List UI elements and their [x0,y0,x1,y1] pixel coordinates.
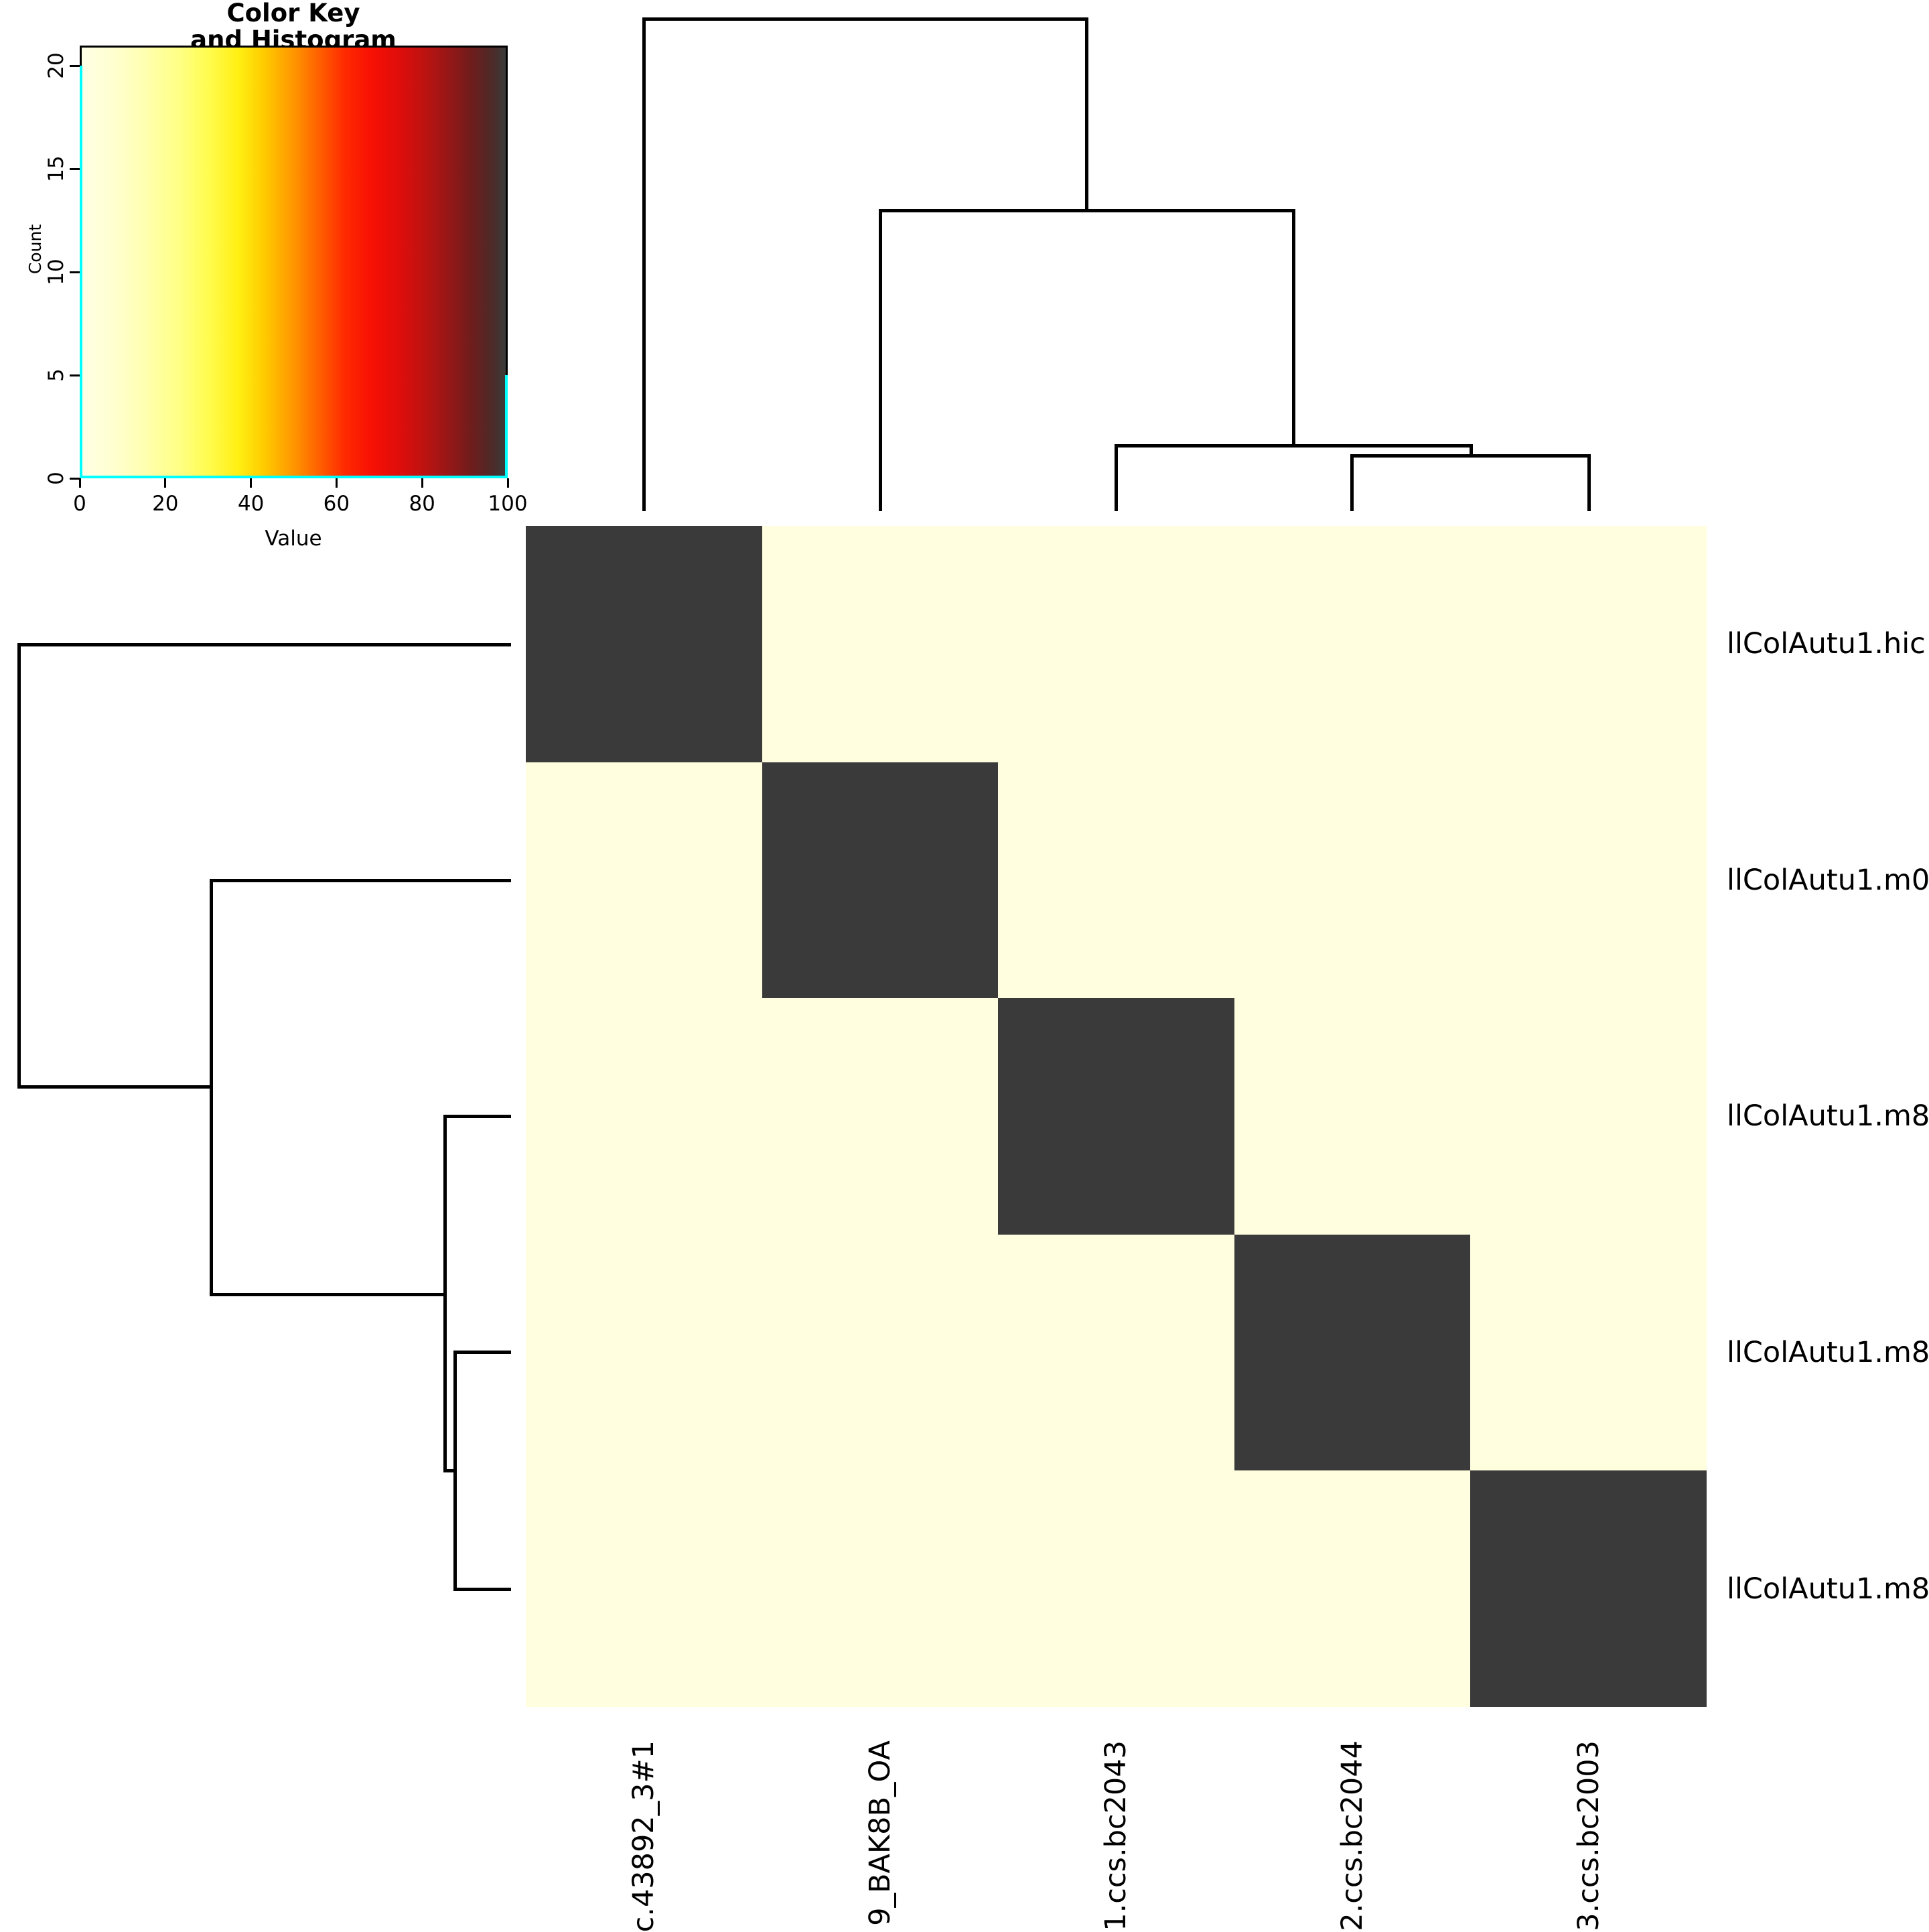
color-key-x-tick [164,478,167,488]
color-key-x-tick-label: 0 [73,492,86,516]
row-dendrogram-branch [453,1350,511,1354]
row-label: llColAutu1.hic [1727,627,1926,661]
color-key-y-tick-label: 5 [44,368,68,382]
color-key-y-axis-label: Count [25,224,45,275]
row-dendrogram-branch [443,1114,511,1118]
row-label: llColAutu1.m84 [1727,1572,1929,1606]
color-key-x-tick [250,478,253,488]
row-label: llColAutu1.m0 [1727,864,1929,897]
column-dendrogram-branch [1350,454,1354,511]
color-key-x-tick [506,478,509,488]
row-dendrogram-branch [17,1085,213,1089]
column-dendrogram-branch [642,17,1088,21]
color-key-x-tick [421,478,423,488]
color-key-x-tick-label: 40 [237,492,265,516]
row-dendrogram-branch [443,1114,447,1472]
heatmap-cell [762,762,999,999]
color-key-y-tick [70,64,80,67]
row-dendrogram-branch [209,878,511,882]
column-label-text: 1.ccs.bc2043 [1099,1740,1133,1931]
column-label: 2.ccs.bc2044 [1335,1740,1370,1931]
heatmap-cell [526,526,762,762]
color-key-y-tick-label: 0 [44,472,68,485]
color-key-y-tick [70,374,80,376]
histogram-spike [505,375,508,478]
heatmap-cell [1470,1470,1707,1707]
heatmap-matrix [526,526,1707,1707]
color-key-title-line1: Color Key [226,0,360,27]
row-dendrogram-branch [209,878,213,1296]
color-key-x-tick-label: 100 [488,492,528,516]
column-dendrogram-branch [1114,443,1118,511]
color-key-y-tick [70,271,80,273]
color-key-x-tick-label: 20 [152,492,179,516]
color-key-x-axis-label: Value [265,527,322,551]
column-dendrogram-branch [1469,443,1473,458]
color-key-y-tick [70,477,80,480]
column-dendrogram-branch [1291,208,1295,447]
column-dendrogram-branch [1084,17,1088,212]
column-label: c.43892_3#1 [626,1740,661,1932]
column-dendrogram-branch [1350,454,1591,458]
color-key-y-tick-label: 10 [44,259,68,285]
color-key-gradient [80,46,508,478]
row-dendrogram-branch [443,1468,457,1472]
row-label: llColAutu1.m84 [1727,1099,1929,1133]
column-dendrogram-branch [878,208,1295,212]
column-label-text: 3.ccs.bc2003 [1572,1740,1605,1931]
histogram-baseline [80,476,508,478]
column-dendrogram-branch [1114,443,1473,447]
heatmap-cell [998,998,1234,1235]
row-dendrogram-branch [453,1587,511,1591]
row-dendrogram-branch [453,1350,457,1591]
color-key-y-tick-label: 20 [44,52,68,79]
column-label-text: 2.ccs.bc2044 [1336,1740,1369,1931]
column-dendrogram-branch [642,17,646,511]
heatmap-cell [1234,1234,1471,1471]
column-label-text: 9_BAK8B_OA [863,1740,897,1926]
color-key-y-tick-label: 15 [44,155,68,182]
row-dendrogram-branch [17,642,21,1089]
color-key-x-tick [78,478,81,488]
row-label: llColAutu1.m84 [1727,1336,1929,1369]
histogram-spike [80,66,82,478]
color-key-x-tick-label: 60 [323,492,350,516]
row-dendrogram-branch [209,1292,447,1296]
color-key-x-tick-label: 80 [409,492,435,516]
column-label-text: c.43892_3#1 [627,1740,660,1932]
column-dendrogram-branch [878,208,882,511]
row-dendrogram-branch [17,642,511,646]
color-key-x-tick [335,478,338,488]
column-label: 1.ccs.bc2043 [1098,1740,1133,1931]
column-label: 3.ccs.bc2003 [1571,1740,1606,1931]
color-key-y-tick [70,167,80,170]
column-label: 9_BAK8B_OA [863,1740,898,1929]
column-dendrogram-branch [1587,454,1591,511]
